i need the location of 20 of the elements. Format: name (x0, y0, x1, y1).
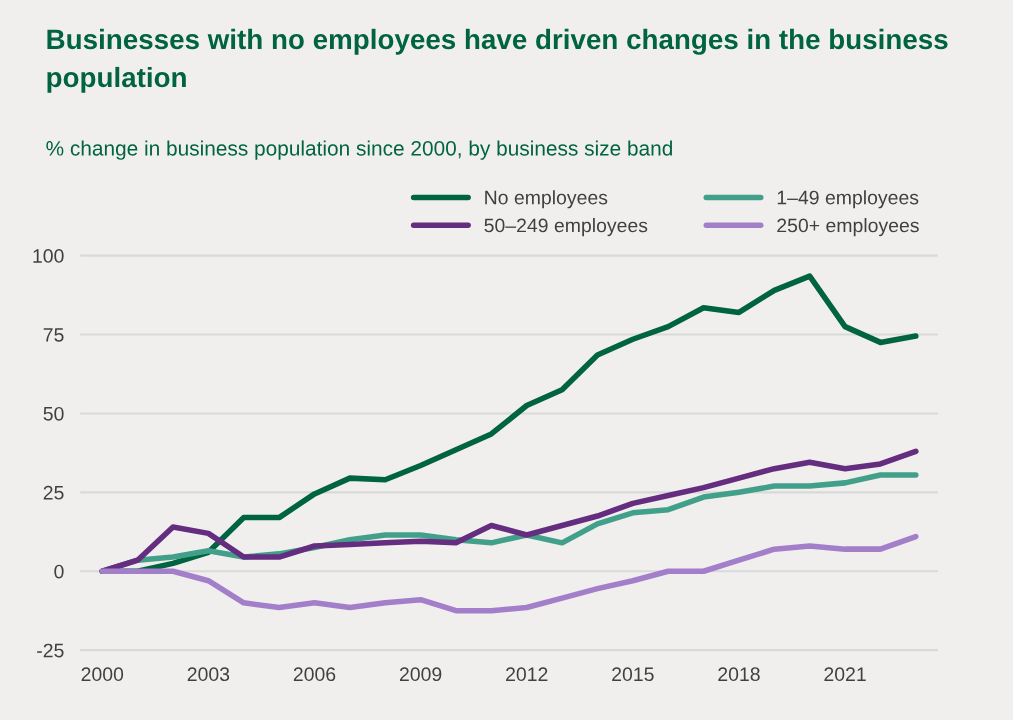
x-tick-label: 2006 (293, 667, 336, 682)
y-tick-label: -25 (37, 643, 64, 658)
x-tick-label: 2000 (81, 667, 124, 682)
x-tick-label: 2012 (506, 667, 548, 682)
legend-label: 50–249 employees (484, 218, 648, 237)
legend-label: No employees (485, 190, 608, 209)
chart-subtitle: % change in business population since 2000, by business size band (46, 140, 672, 160)
chart-title: Businesses with no employees have driven changes in the business population (47, 28, 948, 93)
y-tick-label: 0 (54, 564, 64, 579)
y-tick-label: 25 (43, 485, 64, 500)
legend-label: 250+ employees (777, 218, 919, 237)
x-tick-label: 2009 (399, 667, 442, 682)
y-tick-label: 50 (43, 406, 64, 421)
x-tick-label: 2003 (187, 667, 230, 682)
x-tick-label: 2018 (718, 667, 760, 682)
x-tick-label: 2015 (612, 667, 654, 682)
y-tick-label: 100 (33, 249, 64, 263)
y-tick-label: 75 (43, 328, 64, 342)
legend-label: 1–49 employees (777, 190, 919, 209)
x-tick-label: 2021 (824, 667, 866, 682)
